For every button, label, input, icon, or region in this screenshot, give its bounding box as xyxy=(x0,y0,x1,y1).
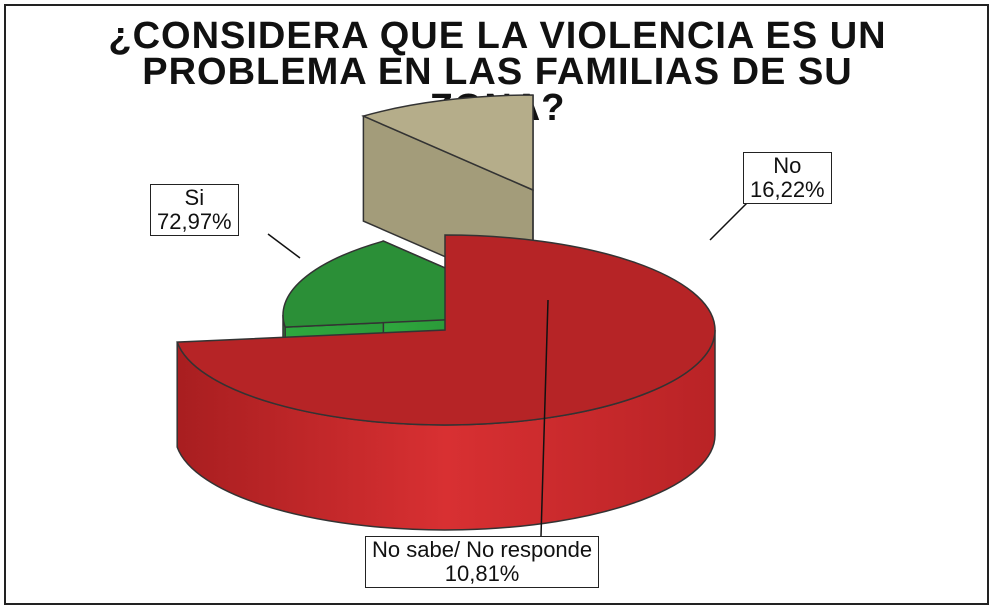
slice-label-no: No 16,22% xyxy=(743,152,832,204)
chart-title-line-2: PROBLEMA EN LAS FAMILIAS DE SU xyxy=(142,51,853,93)
leader-line-si xyxy=(267,233,301,259)
slice-label-no-category: No xyxy=(773,153,802,178)
slice-label-no-value: 16,22% xyxy=(750,177,825,202)
slice-label-no-sabe-category: No sabe/ No responde xyxy=(372,537,593,562)
leader-line-no xyxy=(709,201,749,241)
chart-title-line-1: ¿CONSIDERA QUE LA VIOLENCIA ES UN xyxy=(108,15,887,57)
slice-label-si: Si 72,97% xyxy=(150,184,239,236)
slice-top-face xyxy=(361,94,534,192)
slice-label-si-category: Si xyxy=(184,185,205,210)
leader-line-no-sabe xyxy=(540,299,549,537)
slice-label-no-sabe-value: 10,81% xyxy=(444,561,520,586)
slice-label-si-value: 72,97% xyxy=(157,209,232,234)
pie-slice-si xyxy=(176,234,716,531)
slice-top-face xyxy=(176,234,716,426)
slice-label-no-sabe: No sabe/ No responde 10,81% xyxy=(365,536,600,588)
